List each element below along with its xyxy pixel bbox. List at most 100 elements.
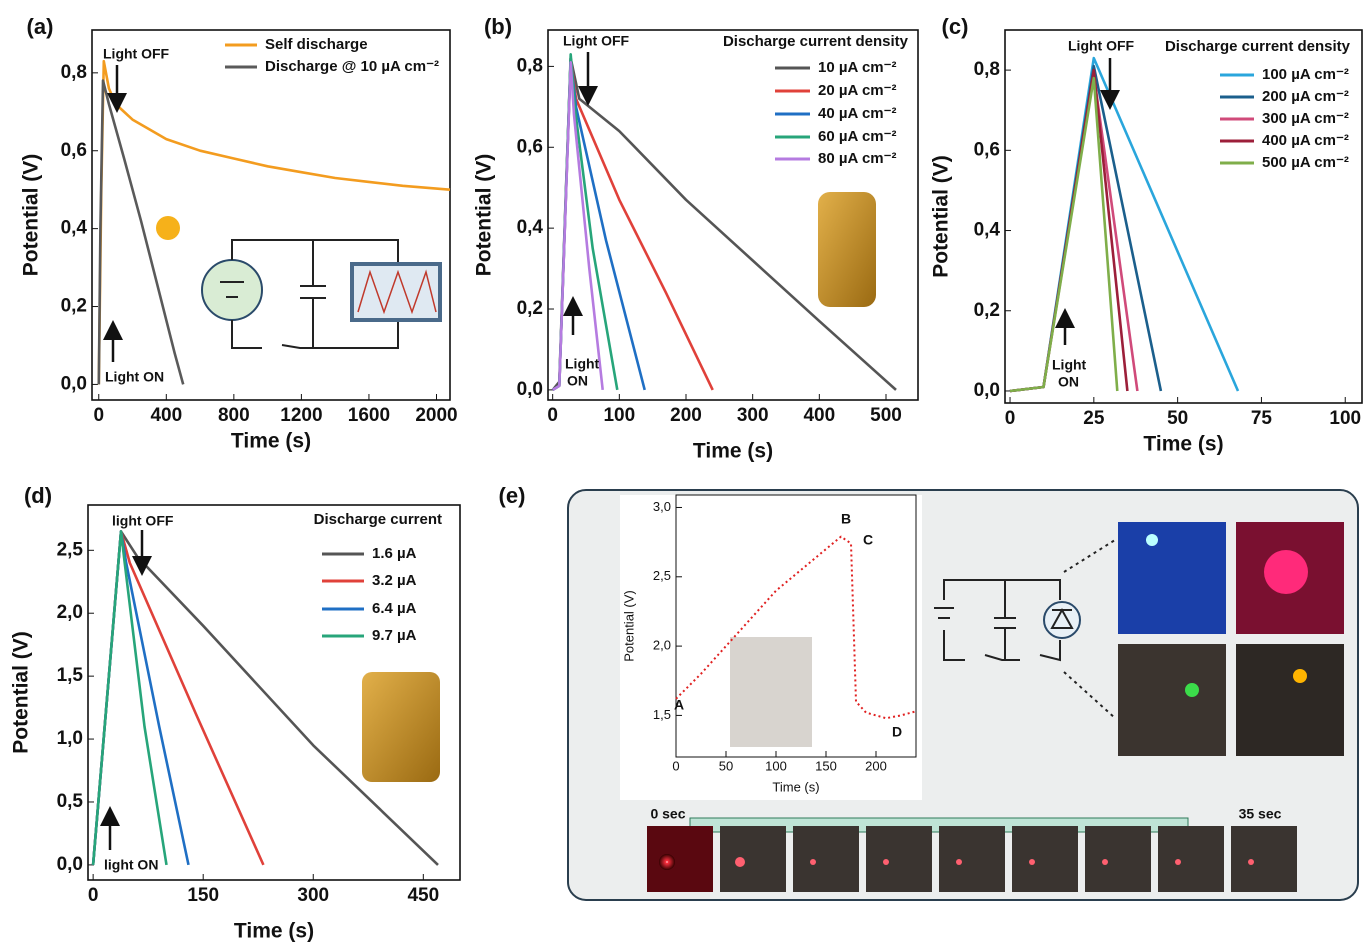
- led-photo-yellow: [1236, 644, 1344, 756]
- timelapse-photo: [720, 826, 786, 892]
- y-tick-label: 0,6: [61, 140, 87, 161]
- annotation: A: [674, 697, 684, 713]
- y-tick-label: 0,6: [974, 139, 1000, 160]
- legend-label: 10 µA cm⁻²: [818, 59, 897, 76]
- annotation: C: [863, 532, 873, 548]
- led-glow: [1293, 669, 1307, 683]
- annotation: D: [892, 724, 902, 740]
- led-glow: [1029, 859, 1035, 865]
- plot-frame: [1005, 30, 1362, 403]
- led-glow: [956, 859, 962, 865]
- annotation: Light OFF: [1068, 38, 1135, 54]
- led-glow: [1146, 534, 1158, 546]
- panel-label: (b): [484, 14, 512, 39]
- led-glow: [1264, 550, 1308, 594]
- y-tick-label: 0,8: [974, 59, 1000, 80]
- annotation: 35 sec: [1239, 806, 1282, 822]
- x-tick-label: 50: [1167, 408, 1188, 429]
- timelapse-photo: [939, 826, 1005, 892]
- legend-label: 500 µA cm⁻²: [1262, 154, 1349, 171]
- y-tick-label: 0,0: [57, 854, 83, 875]
- x-tick-label: 450: [407, 885, 439, 906]
- y-tick-label: 0,0: [974, 380, 1000, 401]
- timelapse-photo: [866, 826, 932, 892]
- x-tick-label: 50: [719, 758, 733, 773]
- led-glow: [1248, 859, 1254, 865]
- timelapse-photo: [647, 826, 713, 892]
- y-tick-label: 0,2: [974, 300, 1000, 321]
- timelapse-photo: [1231, 826, 1297, 892]
- x-tick-label: 25: [1083, 408, 1105, 429]
- x-tick-label: 400: [150, 405, 182, 426]
- legend-label: Discharge @ 10 µA cm⁻²: [265, 58, 439, 75]
- y-tick-label: 2,0: [653, 638, 671, 653]
- x-tick-label: 75: [1251, 408, 1273, 429]
- annotation: light ON: [104, 857, 158, 873]
- panel-label: (a): [27, 14, 54, 39]
- led-glow: [1175, 859, 1181, 865]
- annotation: Light OFF: [103, 46, 170, 62]
- x-tick-label: 0: [547, 405, 558, 426]
- x-tick-label: 100: [1329, 408, 1361, 429]
- annotation: Light OFF: [563, 33, 630, 49]
- y-tick-label: 0,4: [974, 220, 1001, 241]
- legend-label: 3.2 µA: [372, 572, 417, 589]
- y-tick-label: 0,4: [517, 217, 544, 238]
- legend-label: 9.7 µA: [372, 627, 417, 644]
- legend-label: 60 µA cm⁻²: [818, 128, 897, 145]
- led-glow: [1185, 683, 1199, 697]
- legend-label: 200 µA cm⁻²: [1262, 88, 1349, 105]
- annotation: 0 sec: [650, 806, 685, 822]
- legend-title: Discharge current: [314, 511, 442, 528]
- x-tick-label: 100: [765, 758, 787, 773]
- legend-title: Discharge current density: [723, 33, 909, 50]
- x-tick-label: 400: [803, 405, 835, 426]
- y-axis-label: Potential (V): [10, 631, 33, 754]
- legend-title: Discharge current density: [1165, 38, 1351, 55]
- legend-label: 400 µA cm⁻²: [1262, 132, 1349, 149]
- data-line: [1010, 58, 1238, 391]
- plot-frame: [92, 30, 450, 400]
- y-tick-label: 1,0: [57, 728, 83, 749]
- y-tick-label: 2,5: [653, 568, 671, 583]
- led-glow: [1102, 859, 1108, 865]
- annotation: Light: [1052, 357, 1087, 373]
- x-tick-label: 200: [670, 405, 702, 426]
- y-tick-label: 2,0: [57, 602, 83, 623]
- y-tick-label: 0,8: [61, 62, 87, 83]
- led-glow: [883, 859, 889, 865]
- legend-label: 300 µA cm⁻²: [1262, 110, 1349, 127]
- x-tick-label: 500: [870, 405, 902, 426]
- y-tick-label: 0,2: [61, 296, 87, 317]
- legend-label: 100 µA cm⁻²: [1262, 66, 1349, 83]
- timelapse-photo: [1085, 826, 1151, 892]
- x-tick-label: 150: [187, 885, 219, 906]
- panel-label: (c): [942, 14, 969, 39]
- figure: (a)04008001200160020000,00,20,40,60,8Tim…: [0, 0, 1365, 948]
- x-tick-label: 200: [865, 758, 887, 773]
- x-tick-label: 100: [603, 405, 635, 426]
- annotation: Light ON: [105, 369, 164, 385]
- x-axis-label: Time (s): [693, 440, 773, 463]
- y-axis-label: Potential (V): [930, 155, 953, 278]
- legend-label: 40 µA cm⁻²: [818, 105, 897, 122]
- x-tick-label: 0: [672, 758, 679, 773]
- y-axis-label: Potential (V): [473, 154, 496, 277]
- panel-label: (e): [499, 483, 526, 508]
- legend-label: 1.6 µA: [372, 545, 417, 562]
- legend-label: Self discharge: [265, 36, 368, 53]
- device-photo: [818, 192, 876, 307]
- x-axis-label: Time (s): [234, 920, 314, 943]
- legend-label: 80 µA cm⁻²: [818, 150, 897, 167]
- y-axis-label: Potential (V): [20, 154, 43, 277]
- circuit-inset: [156, 216, 440, 348]
- annotation: ON: [567, 373, 588, 389]
- annotation: light OFF: [112, 513, 174, 529]
- y-tick-label: 0,0: [517, 379, 543, 400]
- y-axis-label: Potential (V): [621, 590, 636, 662]
- led-glow: [735, 857, 745, 867]
- data-line: [1010, 74, 1137, 391]
- x-tick-label: 300: [737, 405, 769, 426]
- led-glow: [659, 854, 675, 870]
- timelapse-strip: [647, 826, 1297, 892]
